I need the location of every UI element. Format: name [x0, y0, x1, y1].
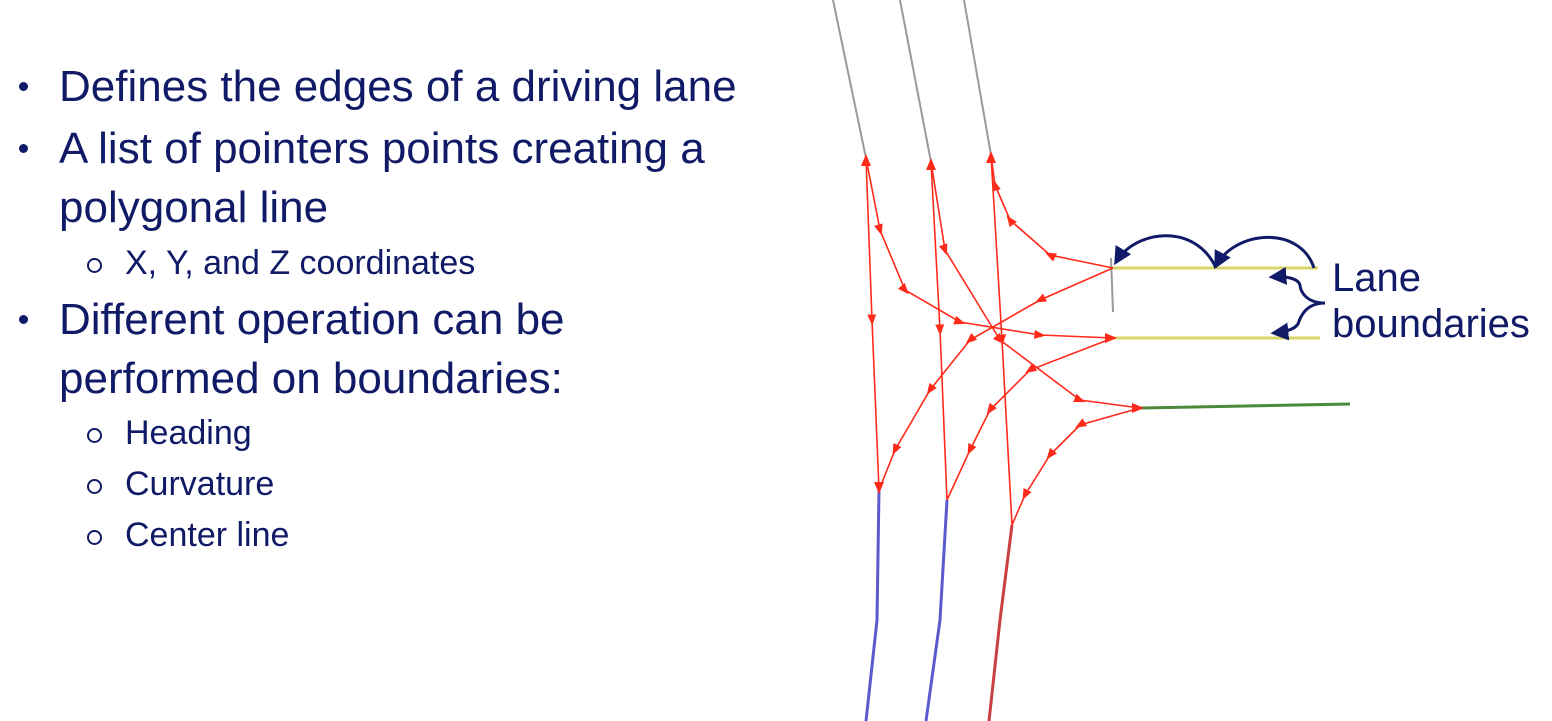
annotation-line-2: boundaries [1332, 302, 1530, 346]
bullet-marker [19, 315, 28, 324]
pointer-arrows [1114, 234, 1316, 270]
boundary-pointer-bracket [1268, 266, 1326, 341]
sub-bullet-item: X, Y, and Z coordinates [125, 244, 476, 282]
bullet-marker [19, 82, 28, 91]
sub-bullet-marker [87, 258, 102, 273]
sub-bullet-marker [87, 479, 102, 494]
bullet-item: Defines the edges of a driving lane [59, 62, 737, 111]
lane-link-end-arrows [861, 151, 1144, 494]
bullet-item: Different operation can be [59, 295, 565, 344]
annotation-line-1: Lane [1332, 256, 1421, 300]
sub-bullet-marker [87, 428, 102, 443]
bullet-list: Defines the edges of a driving lane A li… [19, 62, 737, 554]
outgoing-road-line-red [987, 524, 1014, 721]
incoming-road-lines [832, 0, 992, 163]
sub-bullet-item: Heading [125, 414, 252, 452]
bullet-item-continuation: performed on boundaries: [59, 354, 563, 403]
bullet-item: A list of pointers points creating a [59, 124, 705, 173]
sub-bullet-item: Curvature [125, 465, 275, 503]
sub-bullet-item: Center line [125, 516, 290, 554]
outgoing-road-lines [864, 489, 949, 721]
lane-boundary-lines [1110, 257, 1351, 410]
bullet-item-continuation: polygonal line [59, 183, 329, 232]
bullet-marker [19, 144, 28, 153]
lane-boundaries-label: Lane boundaries [1332, 255, 1530, 347]
sub-bullet-marker [87, 530, 102, 545]
lane-link-curves [865, 154, 1141, 526]
